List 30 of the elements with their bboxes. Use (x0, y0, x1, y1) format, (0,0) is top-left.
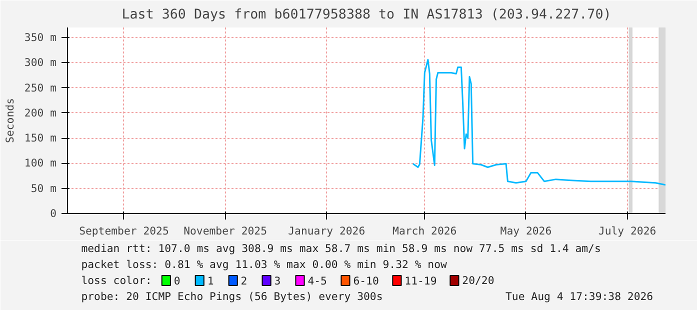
x-tick-label: March 2026 (392, 224, 457, 238)
x-tick-label: May 2026 (500, 224, 552, 238)
y-tick-label: 0 (50, 207, 57, 220)
y-tick-label: 200 m (24, 106, 56, 120)
legend-label: 2 (240, 274, 248, 288)
y-tick-label: 100 m (24, 156, 56, 170)
legend-label: 0 (174, 274, 180, 288)
y-tick-label: 350 m (24, 31, 56, 44)
y-axis-title: Seconds (3, 98, 16, 143)
chart-title: Last 360 Days from b60177958388 to IN AS17813 (203.94.227.70) (122, 8, 612, 22)
line-series (412, 58, 666, 186)
legend-label: 11-19 (404, 274, 437, 288)
x-tick-label: November 2025 (184, 224, 268, 238)
text: median rtt: 107.0 ms avg 308.9 ms max 58.7 ms min 58.9 ms now 77.5 ms sd 1.4 am/s (81, 242, 601, 255)
legend-label: 4-5 (308, 274, 327, 288)
y-tick-label: 50 m (30, 182, 57, 195)
legend-label: 3 (274, 274, 281, 288)
y-tick-label: 300 m (24, 56, 56, 70)
text: probe: 20 ICMP Echo Pings (56 Bytes) every 300s (81, 290, 383, 303)
legend-label: 20/20 (462, 274, 494, 287)
legend-label: 1 (207, 274, 214, 288)
x-tick-label: July 2026 (598, 224, 656, 238)
legend-title: loss color: (81, 274, 152, 287)
x-tick-label: January 2026 (288, 224, 366, 238)
text: packet loss: 0.81 % avg 11.03 % max 0.00 % min 9.32 % now (81, 258, 448, 271)
x-tick-label: September 2025 (79, 224, 169, 238)
y-tick-label: 250 m (24, 81, 56, 94)
text: Tue Aug 4 17:39:38 2026 (506, 290, 654, 303)
y-tick-label: 150 m (24, 132, 56, 145)
legend-label: 6-10 (353, 274, 379, 288)
